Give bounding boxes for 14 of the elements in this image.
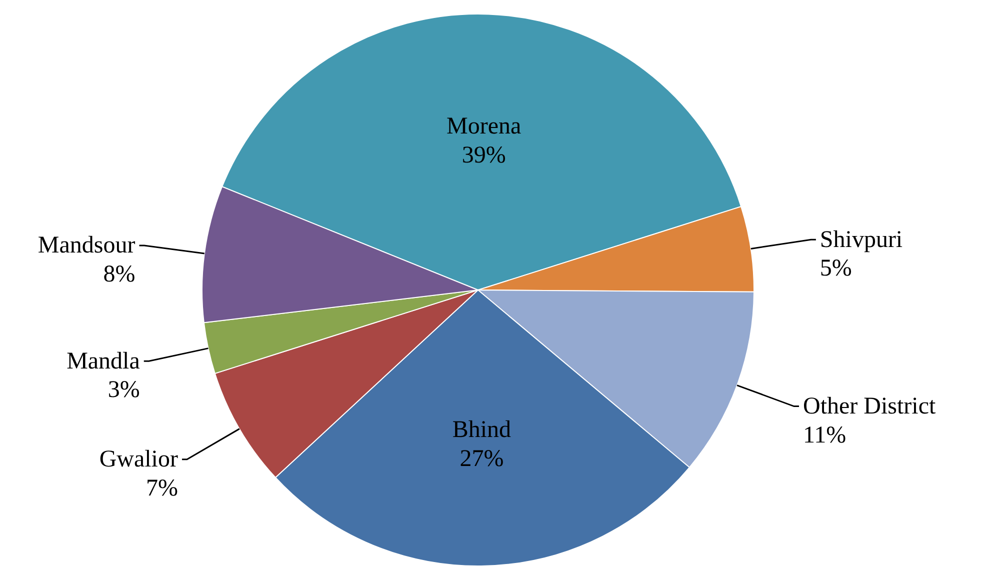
data-label: 5% [820, 256, 852, 282]
data-label: 8% [103, 261, 136, 288]
data-label: 7% [146, 475, 178, 502]
data-label: 27% [460, 446, 504, 472]
data-label: 11% [803, 422, 846, 448]
data-label: 3% [108, 377, 140, 404]
data-label: 39% [462, 142, 506, 168]
slice-label: Gwalior [99, 446, 178, 473]
slice-label: Bhind [452, 416, 512, 443]
slice-label: Other District [803, 393, 936, 420]
slice-label: Morena [446, 114, 522, 140]
slice-label: Mandla [66, 348, 140, 374]
slice-label: Mandsour [38, 232, 136, 259]
slice-label: Shivpuri [820, 226, 903, 253]
